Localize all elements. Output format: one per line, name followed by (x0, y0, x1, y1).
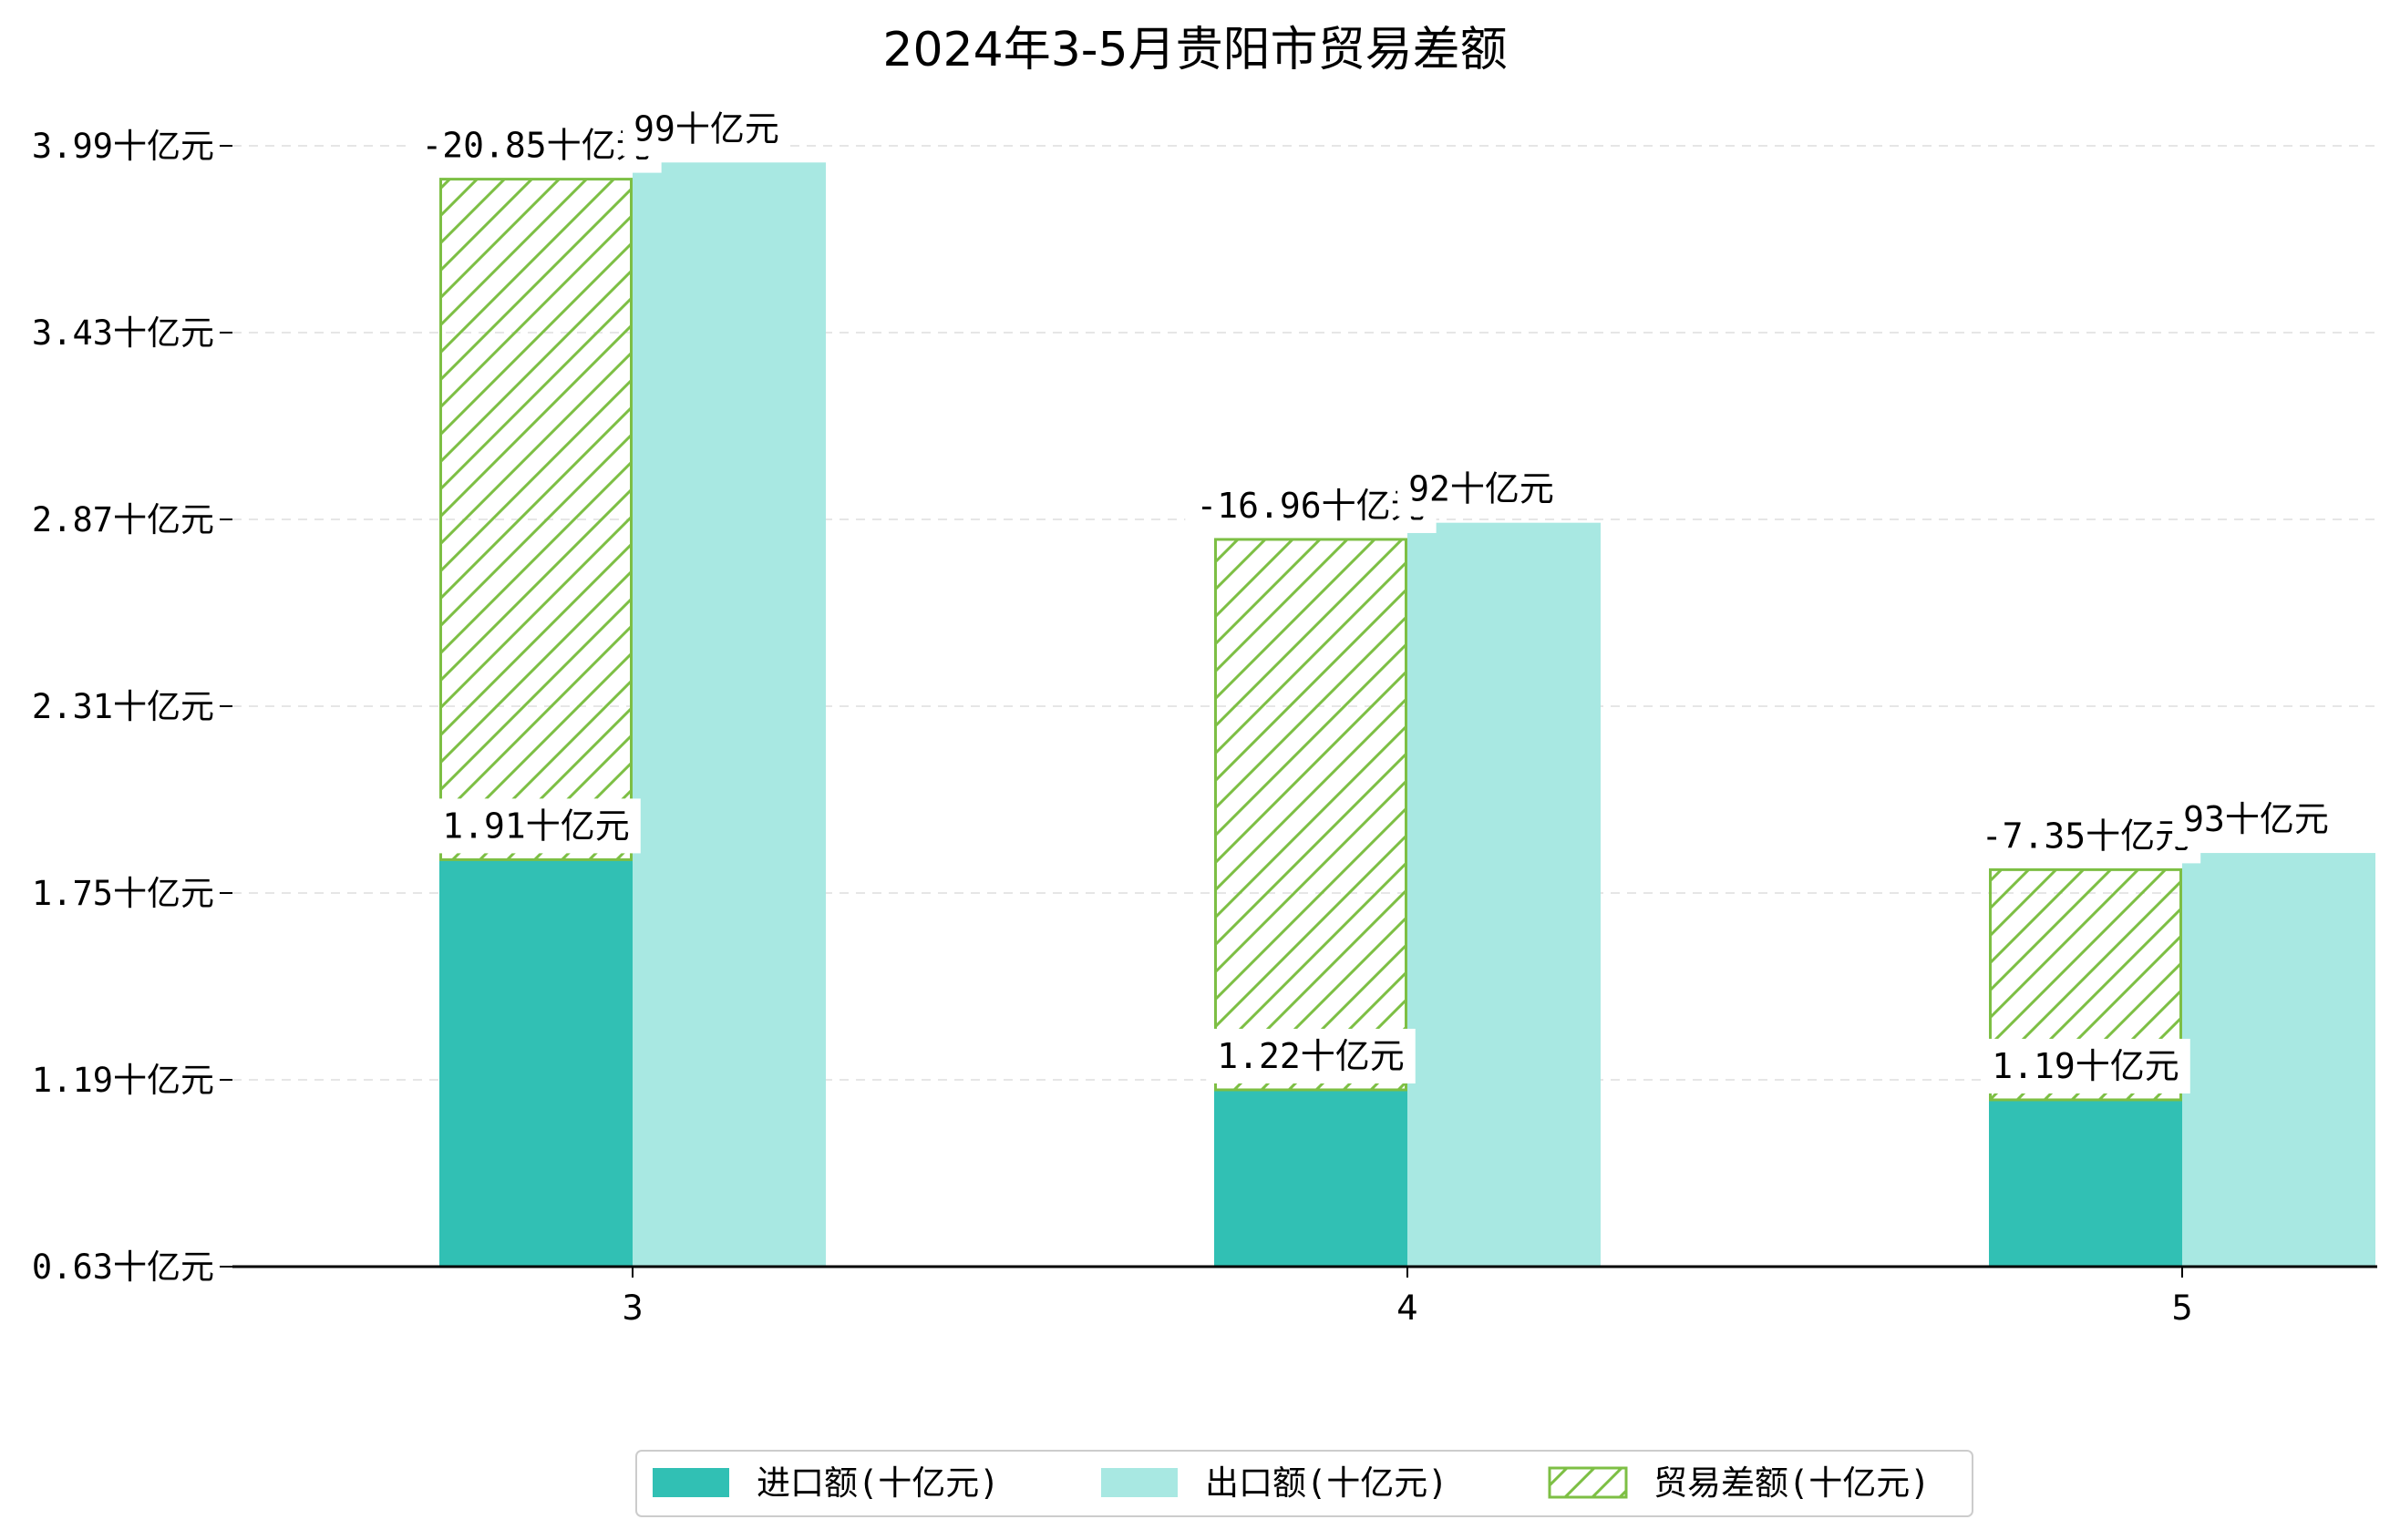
export-value-label-bg (2172, 792, 2340, 847)
x-tick-label: 3 (622, 1288, 644, 1328)
bar-import (439, 859, 633, 1267)
balance-value-label-bg (410, 118, 662, 173)
import-value-label-bg (1206, 1028, 1416, 1083)
bar-export (633, 162, 826, 1267)
legend-label: 进口额(十亿元) (757, 1463, 1000, 1503)
export-value-label: 93十亿元 (2183, 799, 2329, 839)
balance-value-label: -20.85十亿元 (421, 126, 650, 166)
bar-trade-balance (439, 178, 633, 861)
balance-value-label-bg (1970, 808, 2201, 864)
import-value-label-bg (1981, 1038, 2190, 1093)
balance-value-label: -16.96十亿元 (1196, 486, 1425, 526)
balance-value-label: -7.35十亿元 (1982, 816, 2189, 856)
y-tick-label: 0.63十亿元 (32, 1247, 214, 1287)
import-value-label: 1.19十亿元 (1992, 1046, 2179, 1086)
bar-import (1214, 1089, 1407, 1267)
bar-export (1407, 522, 1601, 1267)
legend-box (635, 1450, 1973, 1517)
bars (439, 162, 2375, 1267)
x-tick-label: 4 (1396, 1288, 1418, 1328)
bar-export (2182, 853, 2375, 1267)
y-tick-label: 1.75十亿元 (32, 874, 214, 913)
bar-import (1989, 1099, 2182, 1267)
legend: 进口额(十亿元) 出口额(十亿元) 贸易差额(十亿元) (635, 1450, 1973, 1517)
chart-title: 2024年3-5月贵阳市贸易差额 (882, 23, 1507, 77)
y-tick-label: 1.19十亿元 (32, 1061, 214, 1100)
legend-swatch (653, 1468, 729, 1497)
y-tick-label: 3.43十亿元 (32, 313, 214, 353)
import-value-label: 1.91十亿元 (442, 806, 630, 846)
legend-swatch (1101, 1468, 1178, 1497)
import-value-label-bg (431, 798, 641, 854)
export-value-label: 99十亿元 (634, 108, 779, 149)
y-tick-label: 3.99十亿元 (32, 127, 214, 166)
legend-label: 贸易差额(十亿元) (1653, 1463, 1931, 1503)
export-value-label-bg (623, 101, 790, 157)
legend-label: 出口额(十亿元) (1205, 1463, 1448, 1503)
y-tick-label: 2.31十亿元 (32, 687, 214, 726)
export-value-label-bg (1397, 461, 1565, 517)
bar-trade-balance (1214, 538, 1407, 1092)
legend-swatch (1548, 1466, 1628, 1499)
export-value-label: 92十亿元 (1408, 469, 1554, 509)
import-value-label: 1.22十亿元 (1217, 1036, 1405, 1076)
y-tick-label: 2.87十亿元 (32, 500, 214, 539)
balance-value-label-bg (1185, 477, 1437, 533)
x-tick-label: 5 (2171, 1288, 2193, 1328)
axes: 0.63十亿元 1.19十亿元 1.75十亿元 2.31十亿元 2.87十亿元 3.43十… (32, 127, 2377, 1328)
